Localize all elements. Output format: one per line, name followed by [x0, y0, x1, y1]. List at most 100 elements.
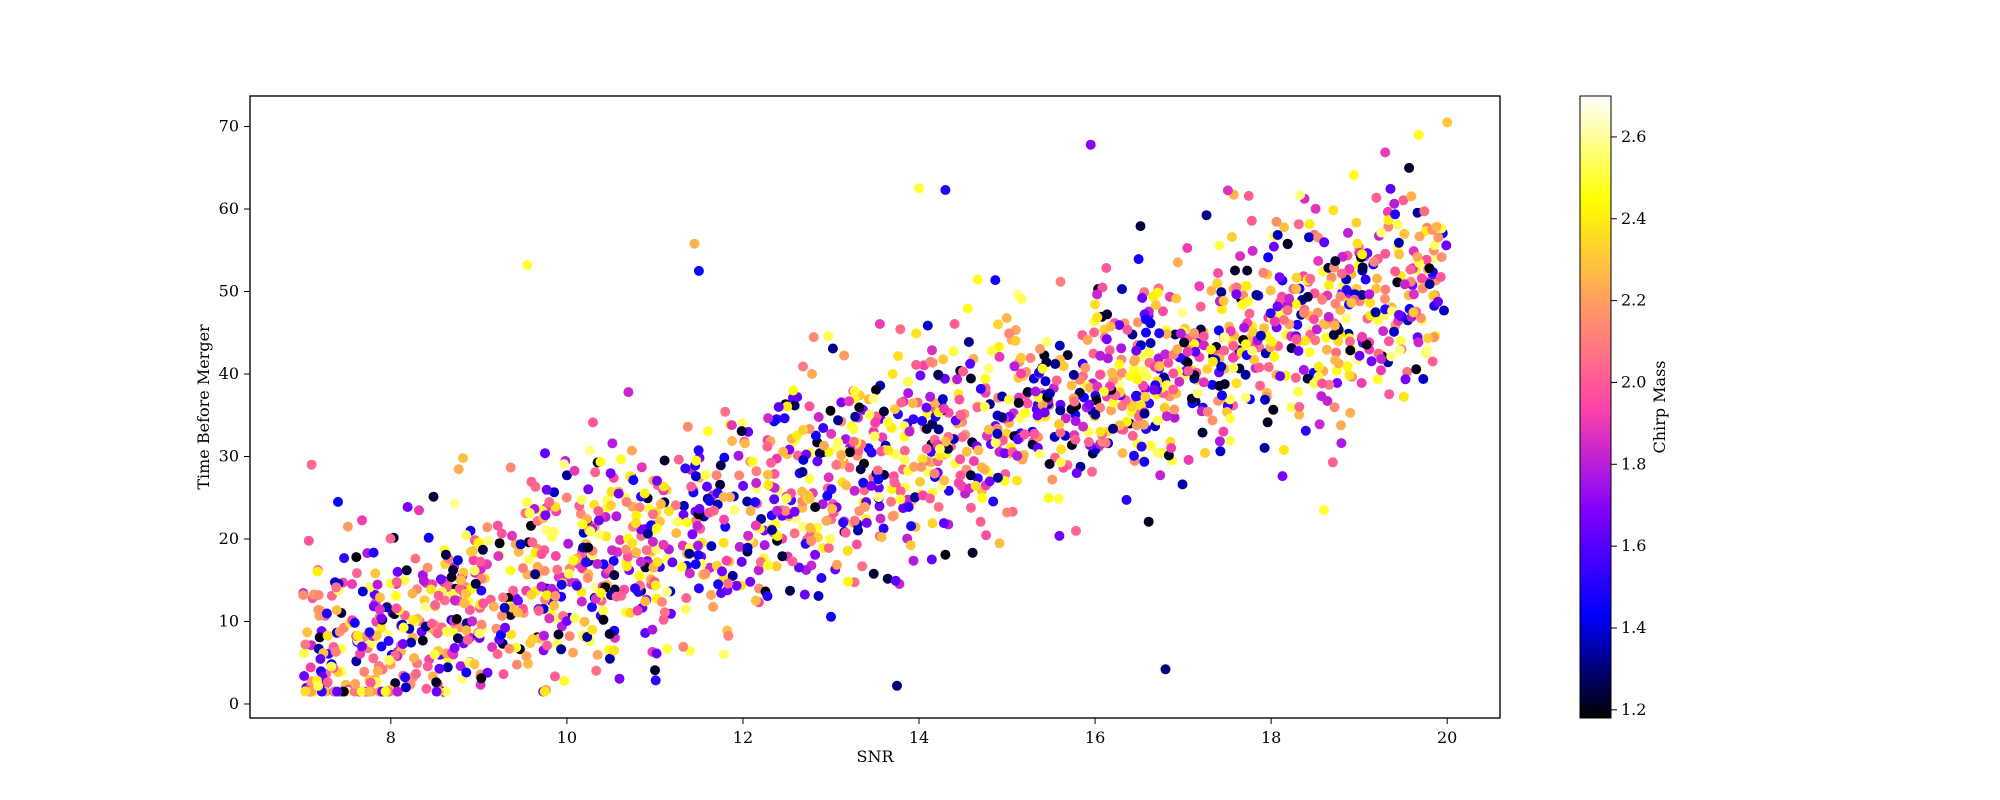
scatter-point	[1265, 285, 1276, 296]
scatter-point	[715, 460, 726, 471]
scatter-point	[658, 481, 669, 492]
scatter-point	[1183, 366, 1194, 377]
scatter-point	[1345, 345, 1356, 356]
scatter-point	[497, 610, 507, 621]
x-tick-label: 16	[1085, 728, 1105, 747]
scatter-point	[750, 497, 761, 508]
colorbar-ticks: 1.2 1.4 1.6 1.8 2.0 2.2 2.4 2.6	[1611, 127, 1646, 719]
scatter-point	[844, 462, 855, 473]
scatter-point	[948, 346, 959, 357]
scatter-point	[1392, 277, 1403, 288]
scatter-point	[1373, 315, 1383, 326]
scatter-point	[1298, 364, 1309, 375]
scatter-point	[1055, 457, 1066, 468]
scatter-point	[333, 496, 343, 507]
scatter-point	[1169, 412, 1180, 423]
scatter-point	[1305, 273, 1316, 284]
scatter-point	[577, 519, 588, 530]
scatter-point	[392, 566, 403, 577]
scatter-point	[658, 539, 669, 550]
scatter-point	[1263, 252, 1274, 263]
scatter-point	[940, 549, 951, 560]
scatter-point	[568, 647, 578, 658]
colorbar-tick-label: 1.8	[1621, 454, 1646, 473]
scatter-point	[771, 561, 782, 572]
scatter-point	[1080, 362, 1091, 373]
scatter-point	[798, 361, 808, 372]
scatter-point	[561, 492, 572, 503]
scatter-point	[647, 536, 658, 547]
scatter-point	[1197, 427, 1208, 438]
scatter-point	[1329, 402, 1340, 413]
scatter-point	[568, 555, 579, 566]
scatter-point	[621, 497, 632, 507]
scatter-point	[992, 472, 1003, 483]
scatter-point	[1219, 345, 1230, 356]
scatter-point	[408, 614, 418, 625]
scatter-point	[1376, 365, 1386, 376]
scatter-point	[1404, 162, 1415, 173]
scatter-point	[530, 569, 541, 580]
scatter-point	[391, 603, 402, 614]
scatter-point	[441, 626, 452, 637]
scatter-point	[893, 351, 904, 362]
scatter-point	[1323, 280, 1334, 291]
scatter-point	[1150, 300, 1161, 311]
scatter-point	[779, 413, 790, 424]
scatter-point	[1051, 375, 1062, 386]
scatter-point	[896, 397, 907, 408]
scatter-point	[766, 525, 777, 535]
scatter-point	[488, 601, 499, 612]
scatter-point	[1249, 354, 1260, 365]
scatter-point	[782, 401, 793, 412]
scatter-point	[822, 490, 833, 501]
scatter-point	[1174, 376, 1185, 387]
scatter-point	[1343, 227, 1353, 238]
scatter-point	[1433, 296, 1443, 307]
scatter-point	[492, 649, 503, 660]
scatter-point	[331, 605, 342, 616]
scatter-point	[1016, 368, 1027, 379]
scatter-point	[718, 649, 729, 660]
scatter-point	[1346, 297, 1357, 308]
scatter-point	[999, 448, 1010, 459]
scatter-point	[840, 527, 851, 538]
scatter-point	[798, 454, 809, 465]
scatter-point	[1242, 265, 1253, 276]
scatter-point	[875, 513, 886, 524]
colorbar: 1.2 1.4 1.6 1.8 2.0 2.2 2.4 2.6 Chirp Mass	[1579, 95, 1669, 719]
scatter-point	[652, 557, 663, 567]
scatter-point	[1369, 256, 1380, 267]
y-tick-label: 10	[219, 611, 239, 630]
colorbar-tick-label: 2.6	[1621, 127, 1646, 146]
scatter-point	[723, 630, 734, 641]
scatter-point	[716, 588, 727, 599]
scatter-point	[469, 659, 480, 670]
scatter-point	[302, 627, 313, 638]
scatter-point	[823, 331, 834, 341]
scatter-point	[1269, 316, 1280, 327]
scatter-point	[1139, 408, 1150, 419]
scatter-point	[630, 583, 640, 594]
scatter-point	[539, 686, 550, 697]
scatter-point	[1313, 256, 1324, 266]
scatter-point	[1399, 228, 1410, 239]
scatter-point	[1071, 525, 1081, 536]
scatter-point	[1050, 359, 1061, 369]
scatter-point	[719, 514, 729, 525]
scatter-point	[1330, 355, 1341, 366]
scatter-point	[797, 467, 808, 477]
scatter-point	[882, 573, 893, 584]
scatter-point	[826, 611, 836, 622]
scatter-point	[889, 404, 900, 415]
scatter-point	[451, 614, 462, 624]
scatter-point	[544, 497, 555, 507]
scatter-point	[1328, 329, 1339, 340]
scatter-point	[682, 421, 693, 432]
scatter-point	[494, 538, 505, 549]
scatter-point	[1383, 336, 1394, 347]
scatter-point	[1133, 254, 1144, 265]
scatter-point	[678, 500, 689, 511]
scatter-point	[693, 445, 704, 456]
scatter-point	[1424, 279, 1435, 290]
